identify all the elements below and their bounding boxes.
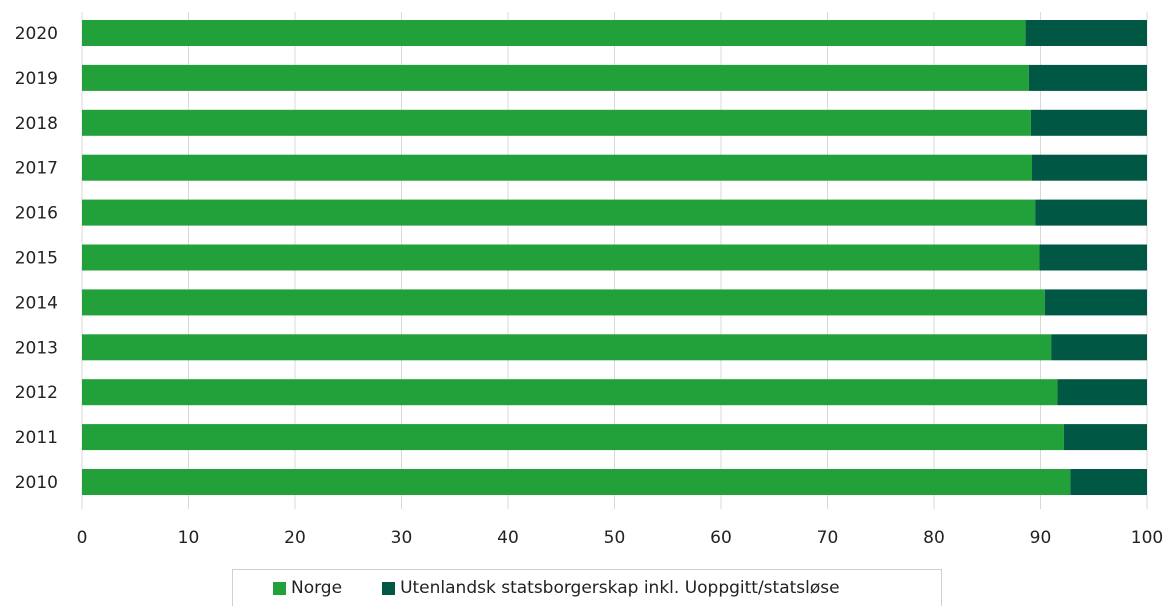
y-axis-labels: 2020 2019 2018 2017 2016 2015 2014 2013 2012 2011… — [15, 24, 58, 493]
legend-label-utenlandsk: Utenlandsk statsborgerskap inkl. Uoppgit… — [400, 578, 840, 598]
x-tick-label: 90 — [1030, 528, 1052, 548]
x-tick-label: 40 — [497, 528, 519, 548]
bar-2012-utenlandsk — [1057, 379, 1147, 406]
stacked-bar-chart: 2020 2019 2018 2017 2016 2015 2014 2013 2012 2011… — [15, 12, 1164, 548]
bar-2017-norge — [82, 154, 1032, 181]
bar-2015-norge — [82, 244, 1040, 271]
bar-2012-norge — [82, 379, 1058, 406]
bar-2019-norge — [82, 64, 1029, 91]
x-axis-labels: 0 10 20 30 40 50 60 70 80 90 100 — [77, 528, 1164, 548]
bar-2011-norge — [82, 424, 1064, 451]
bar-2019-utenlandsk — [1028, 64, 1147, 91]
bar-2010-utenlandsk — [1070, 469, 1147, 495]
x-tick-label: 30 — [391, 528, 413, 548]
legend-item-utenlandsk: Utenlandsk statsborgerskap inkl. Uoppgit… — [382, 578, 840, 598]
legend: Norge Utenlandsk statsborgerskap inkl. U… — [232, 569, 942, 606]
y-tick-label: 2010 — [15, 473, 58, 493]
bar-2016-norge — [82, 199, 1036, 226]
x-tick-label: 50 — [604, 528, 626, 548]
bar-2020-utenlandsk — [1025, 20, 1147, 46]
x-tick-label: 100 — [1131, 528, 1163, 548]
bars — [82, 20, 1147, 495]
y-tick-label: 2017 — [15, 159, 58, 179]
x-tick-label: 20 — [284, 528, 306, 548]
legend-swatch-utenlandsk — [382, 581, 396, 595]
bar-2016-utenlandsk — [1035, 199, 1147, 226]
y-tick-label: 2018 — [15, 114, 58, 134]
legend-item-norge: Norge — [273, 578, 342, 598]
bar-2011-utenlandsk — [1063, 424, 1147, 451]
bar-2015-utenlandsk — [1039, 244, 1147, 271]
x-tick-label: 10 — [178, 528, 200, 548]
x-tick-label: 80 — [923, 528, 945, 548]
bar-2018-norge — [82, 109, 1031, 136]
bar-2010-norge — [82, 469, 1071, 495]
y-tick-label: 2011 — [15, 428, 58, 448]
y-tick-label: 2015 — [15, 249, 58, 269]
y-tick-label: 2014 — [15, 293, 58, 313]
bar-2020-norge — [82, 20, 1026, 46]
bar-2014-norge — [82, 289, 1045, 316]
x-tick-label: 70 — [817, 528, 839, 548]
bar-2018-utenlandsk — [1030, 109, 1147, 136]
y-tick-label: 2019 — [15, 69, 58, 89]
y-tick-label: 2020 — [15, 24, 58, 44]
y-tick-label: 2016 — [15, 204, 58, 224]
bar-2017-utenlandsk — [1031, 154, 1147, 181]
y-tick-label: 2012 — [15, 383, 58, 403]
y-tick-label: 2013 — [15, 338, 58, 358]
x-tick-label: 60 — [710, 528, 732, 548]
bar-2014-utenlandsk — [1044, 289, 1147, 316]
legend-swatch-norge — [273, 581, 286, 595]
legend-label-norge: Norge — [291, 578, 343, 598]
bar-2013-norge — [82, 334, 1052, 361]
x-tick-label: 0 — [77, 528, 88, 548]
bar-2013-utenlandsk — [1051, 334, 1147, 361]
